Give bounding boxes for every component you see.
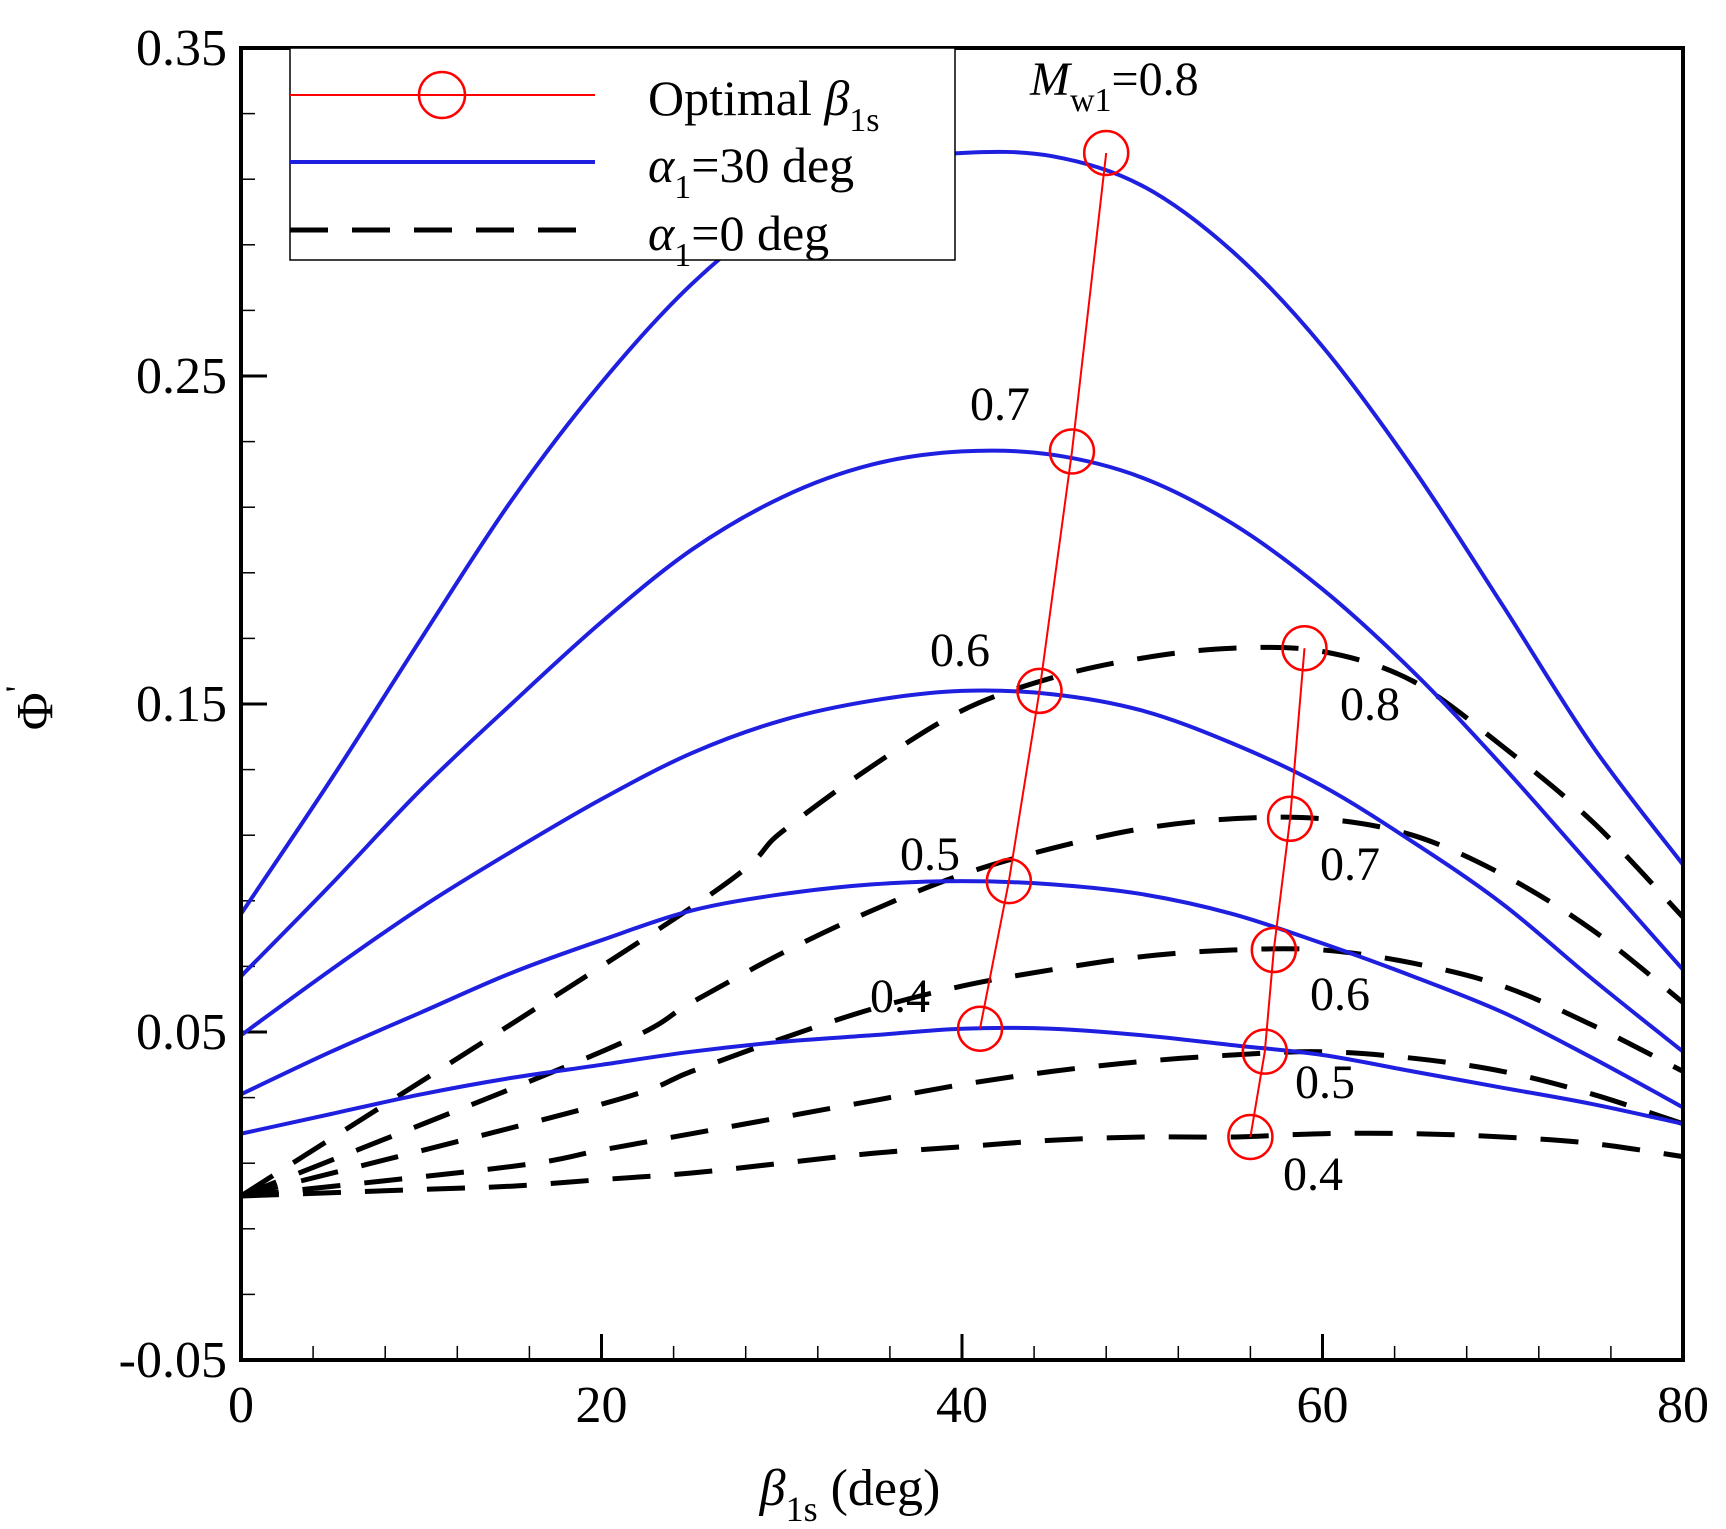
- legend-box: [289, 47, 956, 261]
- optimal-line-a0: [1249, 648, 1306, 1138]
- optimal-marker-a0: [1281, 624, 1328, 672]
- x-tick-label: 60: [1297, 1377, 1349, 1434]
- legend-label-alpha30: α1=30 deg: [648, 137, 854, 206]
- alpha30-curve-0.5: [240, 879, 1684, 1110]
- optimal-line-a30: [979, 152, 1108, 1029]
- alpha30-curves: [239, 149, 1685, 1136]
- minor-ticks: [241, 112, 1612, 1360]
- curve-label-a0-0.4: 0.4: [1283, 1148, 1343, 1201]
- optimal-marker-a0: [1266, 795, 1314, 843]
- curve-labels: Mw1=0.8 0.7 0.6 0.5 0.4 0.8 0.7 0.6 0.5 …: [870, 53, 1400, 1201]
- x-tick-label: 20: [576, 1377, 628, 1434]
- curve-label-a30-0.7: 0.7: [970, 378, 1030, 431]
- curve-label-a30-0.4: 0.4: [870, 970, 930, 1023]
- y-tick-label: -0.05: [119, 1332, 227, 1389]
- curve-label-a30-0.5: 0.5: [900, 828, 960, 881]
- legend-label-alpha0: α1=0 deg: [648, 205, 829, 274]
- alpha0-curve-0.8: [239, 644, 1685, 1199]
- alpha0-curve-0.7: [240, 814, 1685, 1199]
- optimal-marker-a30: [1016, 667, 1063, 715]
- y-tick-label: 0.35: [136, 20, 227, 77]
- legend: Optimal β1s α1=30 deg α1=0 deg: [289, 47, 956, 274]
- optimal-marker-a30: [956, 1005, 1004, 1052]
- legend-label-optimal: Optimal β1s: [648, 70, 880, 139]
- y-tick-label: 0.15: [136, 676, 227, 733]
- curve-label-a0-0.7: 0.7: [1320, 838, 1380, 891]
- alpha0-curve-0.4: [240, 1130, 1684, 1199]
- curve-label-a0-0.5: 0.5: [1295, 1056, 1355, 1109]
- y-tick-label: 0.05: [136, 1004, 227, 1061]
- alpha0-curves: [239, 644, 1685, 1199]
- optimal-marker-a30: [1048, 428, 1096, 475]
- x-tick-label: 40: [936, 1377, 988, 1434]
- curve-label-a30-0.6: 0.6: [930, 624, 990, 677]
- alpha30-curve-0.7: [239, 448, 1685, 978]
- optimal-marker-a0: [1227, 1113, 1274, 1161]
- y-tick-label: 0.25: [136, 348, 227, 405]
- x-tick-label: 0: [228, 1377, 254, 1434]
- alpha0-curve-0.5: [240, 1049, 1684, 1199]
- legend-marker-optimal: [417, 70, 467, 120]
- alpha30-curve-0.6: [239, 688, 1685, 1054]
- x-tick-label: 80: [1657, 1377, 1709, 1434]
- optimal-marker-a30: [985, 857, 1033, 905]
- alpha0-curve-0.6: [240, 946, 1685, 1199]
- curve-label-a0-0.6: 0.6: [1310, 968, 1370, 1021]
- optimal-marker-a30: [1082, 129, 1130, 177]
- tick-labels: 0 20 40 60 80 -0.05 0.05 0.15 0.25 0.35: [119, 20, 1709, 1434]
- optimal-lines: [956, 129, 1328, 1161]
- curve-label-a0-0.8: 0.8: [1340, 678, 1400, 731]
- alpha30-curve-0.4: [240, 1025, 1684, 1136]
- alpha30-curve-0.8: [239, 149, 1685, 916]
- plot-frame: [239, 46, 1685, 1362]
- optimal-marker-a0: [1250, 926, 1298, 974]
- mach-label: Mw1=0.8: [1029, 53, 1199, 119]
- y-axis-label: Φ': [0, 686, 64, 731]
- x-axis-label: β1s (deg): [759, 1460, 941, 1529]
- optimal-marker-a0: [1241, 1028, 1289, 1075]
